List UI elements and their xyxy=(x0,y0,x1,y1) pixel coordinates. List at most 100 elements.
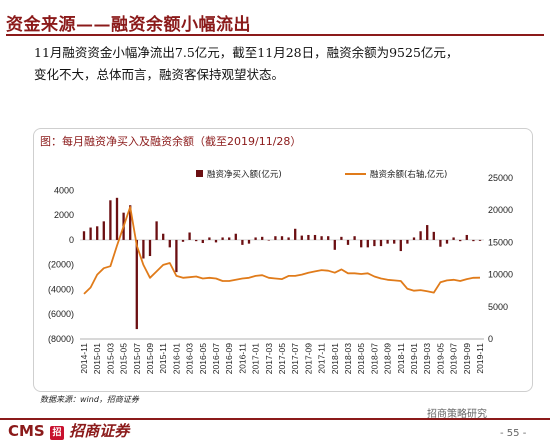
bar-net-buy xyxy=(129,205,132,240)
bar-net-buy xyxy=(478,239,482,241)
bar-net-buy xyxy=(465,234,468,240)
x-tick-label: 2019-05 xyxy=(435,343,445,374)
y-left-tick-label: (4000) xyxy=(48,284,74,294)
bar-net-buy xyxy=(102,221,105,240)
summary-line-1: 11月融资资金小幅净流出7.5亿元，截至11月28日，融资余额为9525亿元， xyxy=(34,45,459,60)
bar-net-buy xyxy=(228,237,231,240)
bar-net-buy xyxy=(214,239,218,243)
cms-logo: CMS 招 招商证券 xyxy=(8,420,129,441)
bar-net-buy xyxy=(96,226,99,240)
x-tick-label: 2018-05 xyxy=(356,343,366,374)
bar-net-buy xyxy=(340,236,343,240)
bar-net-buy xyxy=(241,239,244,245)
bar-net-buy xyxy=(287,237,290,240)
bar-net-buy xyxy=(472,239,475,242)
bar-net-buy xyxy=(419,231,422,240)
x-tick-label: 2017-03 xyxy=(264,343,274,374)
x-tick-label: 2019-09 xyxy=(462,343,472,374)
bar-net-buy xyxy=(82,231,86,240)
x-tick-label: 2014-11 xyxy=(79,343,89,374)
chart-title: 图：每月融资净买入及融资余额（截至2019/11/28） xyxy=(40,135,302,148)
bar-net-buy xyxy=(267,239,270,241)
bar-net-buy xyxy=(247,239,251,244)
bar-net-buy xyxy=(307,234,310,240)
x-tick-label: 2016-07 xyxy=(211,343,221,374)
bar-net-buy xyxy=(195,239,198,242)
bar-net-buy xyxy=(379,239,383,247)
bar-net-buy xyxy=(300,235,303,240)
page-title: 资金来源——融资余额小幅流出 xyxy=(6,15,251,35)
bar-net-buy xyxy=(327,236,330,240)
x-tick-label: 2015-11 xyxy=(158,343,168,374)
data-source: 数据来源：wind，招商证券 xyxy=(40,395,139,404)
bar-net-buy xyxy=(426,225,429,240)
bar-net-buy xyxy=(162,233,165,240)
line-margin-balance xyxy=(83,206,481,295)
wechat-watermark: 招商策略研究 xyxy=(427,409,487,420)
bar-net-buy xyxy=(155,221,158,240)
bar-net-buy xyxy=(274,236,277,240)
y-right-tick-label: 0 xyxy=(488,334,493,344)
bar-net-buy xyxy=(142,239,145,259)
legend-line-label: 融资余额(右轴,亿元) xyxy=(370,169,447,180)
title-rule xyxy=(6,34,544,36)
bar-net-buy xyxy=(333,239,336,250)
bar-net-buy xyxy=(135,239,138,330)
y-right-tick-label: 5000 xyxy=(488,302,508,312)
bar-net-buy xyxy=(168,239,171,248)
logo-mark: 招 xyxy=(49,426,64,440)
x-tick-label: 2019-11 xyxy=(475,343,485,374)
bar-net-buy xyxy=(439,239,442,247)
logo-latin: CMS xyxy=(8,422,45,440)
bar-net-buy xyxy=(445,239,449,244)
legend-bar-label: 融资净买入额(亿元) xyxy=(207,169,282,180)
x-tick-label: 2016-05 xyxy=(198,343,208,374)
bar-net-buy xyxy=(452,237,455,240)
x-tick-label: 2016-03 xyxy=(185,343,195,374)
x-tick-label: 2016-11 xyxy=(237,343,247,374)
y-right-tick-label: 10000 xyxy=(488,270,513,280)
bar-net-buy xyxy=(254,237,257,240)
bar-net-buy xyxy=(346,239,350,245)
x-tick-label: 2017-09 xyxy=(303,343,313,374)
x-tick-label: 2017-01 xyxy=(251,343,261,374)
x-tick-label: 2017-07 xyxy=(290,343,300,374)
bar-net-buy xyxy=(366,239,369,248)
y-right-tick-label: 25000 xyxy=(488,173,513,183)
bar-net-buy xyxy=(181,239,185,242)
x-tick-label: 2017-05 xyxy=(277,343,287,374)
y-left-tick-label: 0 xyxy=(69,235,74,245)
x-tick-label: 2015-03 xyxy=(105,343,115,374)
bar-net-buy xyxy=(208,237,211,240)
page-number: - 55 - xyxy=(500,428,527,439)
bar-net-buy xyxy=(294,228,297,240)
bar-net-buy xyxy=(201,239,204,244)
bar-net-buy xyxy=(412,237,416,240)
x-tick-label: 2019-01 xyxy=(409,343,419,374)
bar-net-buy xyxy=(459,239,462,242)
bar-net-buy xyxy=(188,232,191,240)
summary-paragraph: 11月融资资金小幅净流出7.5亿元，截至11月28日，融资余额为9525亿元， … xyxy=(34,42,544,86)
x-tick-label: 2015-05 xyxy=(119,343,129,374)
logo-cn: 招商证券 xyxy=(69,422,130,440)
y-left-tick-label: (2000) xyxy=(48,260,74,270)
bar-net-buy xyxy=(115,197,119,240)
x-tick-label: 2019-03 xyxy=(422,343,432,374)
bar-net-buy xyxy=(406,239,409,244)
bar-net-buy xyxy=(373,239,376,247)
bar-net-buy xyxy=(353,236,356,240)
bar-net-buy xyxy=(261,236,264,240)
bar-net-buy xyxy=(393,239,396,244)
legend-bar-swatch xyxy=(196,170,203,177)
bar-net-buy xyxy=(280,236,284,240)
bar-net-buy xyxy=(399,239,402,252)
x-tick-label: 2015-01 xyxy=(92,343,102,374)
bar-net-buy xyxy=(89,227,92,240)
footer-rule xyxy=(0,418,550,420)
bar-net-buy xyxy=(432,231,435,240)
x-tick-label: 2018-09 xyxy=(383,343,393,374)
x-tick-label: 2018-11 xyxy=(396,343,406,374)
x-tick-label: 2019-07 xyxy=(449,343,459,374)
x-tick-label: 2018-01 xyxy=(330,343,340,374)
